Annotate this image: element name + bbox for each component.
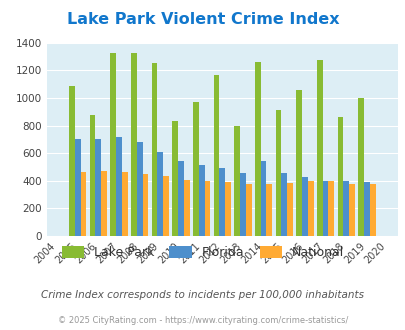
- Bar: [69, 86, 75, 236]
- Bar: [204, 182, 210, 236]
- Bar: [131, 52, 136, 236]
- Text: Crime Index corresponds to incidents per 100,000 inhabitants: Crime Index corresponds to incidents per…: [41, 290, 364, 300]
- Bar: [260, 161, 266, 236]
- Bar: [172, 121, 178, 236]
- Bar: [198, 165, 204, 236]
- Bar: [157, 152, 163, 236]
- Bar: [75, 139, 80, 236]
- Bar: [142, 174, 148, 236]
- Bar: [363, 182, 369, 236]
- Bar: [122, 172, 127, 236]
- Legend: Lake Park, Florida, National: Lake Park, Florida, National: [56, 241, 349, 264]
- Bar: [343, 181, 348, 236]
- Bar: [369, 184, 375, 236]
- Bar: [239, 173, 245, 236]
- Bar: [95, 139, 101, 236]
- Bar: [322, 181, 328, 236]
- Bar: [192, 102, 198, 236]
- Bar: [275, 111, 281, 236]
- Bar: [348, 184, 354, 236]
- Bar: [234, 126, 239, 236]
- Text: Lake Park Violent Crime Index: Lake Park Violent Crime Index: [66, 12, 339, 26]
- Bar: [296, 90, 301, 236]
- Bar: [328, 182, 333, 236]
- Bar: [316, 60, 322, 236]
- Bar: [281, 173, 286, 236]
- Bar: [225, 182, 230, 236]
- Bar: [213, 75, 219, 236]
- Bar: [286, 183, 292, 236]
- Bar: [101, 171, 107, 236]
- Bar: [178, 161, 183, 236]
- Bar: [245, 184, 251, 236]
- Bar: [337, 117, 343, 236]
- Bar: [163, 176, 168, 236]
- Bar: [151, 63, 157, 236]
- Bar: [110, 52, 116, 236]
- Text: © 2025 CityRating.com - https://www.cityrating.com/crime-statistics/: © 2025 CityRating.com - https://www.city…: [58, 316, 347, 325]
- Bar: [301, 177, 307, 236]
- Bar: [254, 61, 260, 236]
- Bar: [219, 168, 225, 236]
- Bar: [116, 137, 121, 236]
- Bar: [183, 180, 189, 236]
- Bar: [80, 172, 86, 236]
- Bar: [357, 98, 363, 236]
- Bar: [266, 183, 272, 236]
- Bar: [307, 182, 313, 236]
- Bar: [90, 115, 95, 236]
- Bar: [136, 142, 142, 236]
